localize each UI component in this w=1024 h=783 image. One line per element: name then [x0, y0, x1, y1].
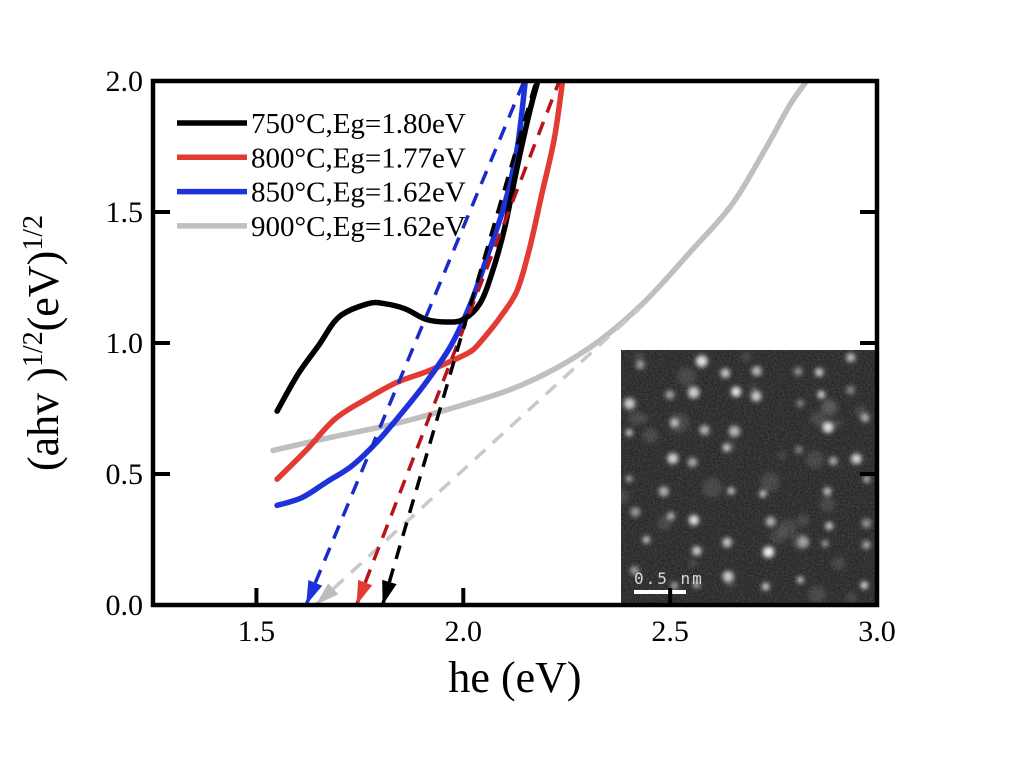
- curve-850C: [274, 81, 529, 509]
- legend-label-850C: 850°C,Eg=1.62eV: [251, 177, 466, 209]
- tem-noise-texture: [621, 350, 877, 604]
- x-axis-ticks: 1.5 2.0 2.5 3.0: [238, 588, 896, 648]
- legend: 750°C,Eg=1.80eV800°C,Eg=1.77eV850°C,Eg=1…: [177, 108, 466, 243]
- scale-bar-label: 0.5 nm: [634, 569, 704, 588]
- legend-label-900C: 900°C,Eg=1.62eV: [251, 211, 466, 243]
- x-tick-label: 2.5: [651, 615, 689, 648]
- x-tick-label: 2.0: [445, 615, 483, 648]
- y-tick-label: 2.0: [106, 65, 144, 98]
- x-tick-label: 1.5: [238, 615, 276, 648]
- plot-frame: [150, 78, 880, 608]
- band-gap-arrow-750C: [382, 579, 397, 605]
- y-tick-label: 1.0: [106, 327, 144, 360]
- extrapolation-900C: [314, 307, 641, 605]
- curve-800C: [274, 81, 566, 482]
- scale-bar: [634, 590, 686, 594]
- y-axis-ticks: 0.0 0.5 1.0 1.5 2.0: [106, 65, 875, 622]
- band-gap-arrow-800C: [356, 579, 373, 605]
- y-axis-label: (ahv )1/2(eV)1/2: [18, 215, 68, 471]
- x-axis-label: he (eV): [448, 653, 581, 702]
- y-tick-label: 1.5: [106, 196, 144, 229]
- extrapolation-lines: [304, 81, 641, 605]
- extrapolation-750C: [380, 81, 538, 605]
- y-tick-label: 0.5: [106, 458, 144, 491]
- curve-750C: [274, 81, 541, 414]
- y-tick-label: 0.0: [106, 589, 144, 622]
- band-gap-arrow-900C: [315, 583, 339, 605]
- x-tick-label: 3.0: [858, 615, 896, 648]
- legend-label-800C: 800°C,Eg=1.77eV: [251, 142, 466, 174]
- data-curves: [270, 81, 810, 509]
- legend-label-750C: 750°C,Eg=1.80eV: [251, 108, 466, 140]
- tem-inset: 0.5 nm: [621, 350, 877, 604]
- band-gap-arrow-850C: [306, 580, 323, 605]
- extrapolation-800C: [354, 81, 561, 605]
